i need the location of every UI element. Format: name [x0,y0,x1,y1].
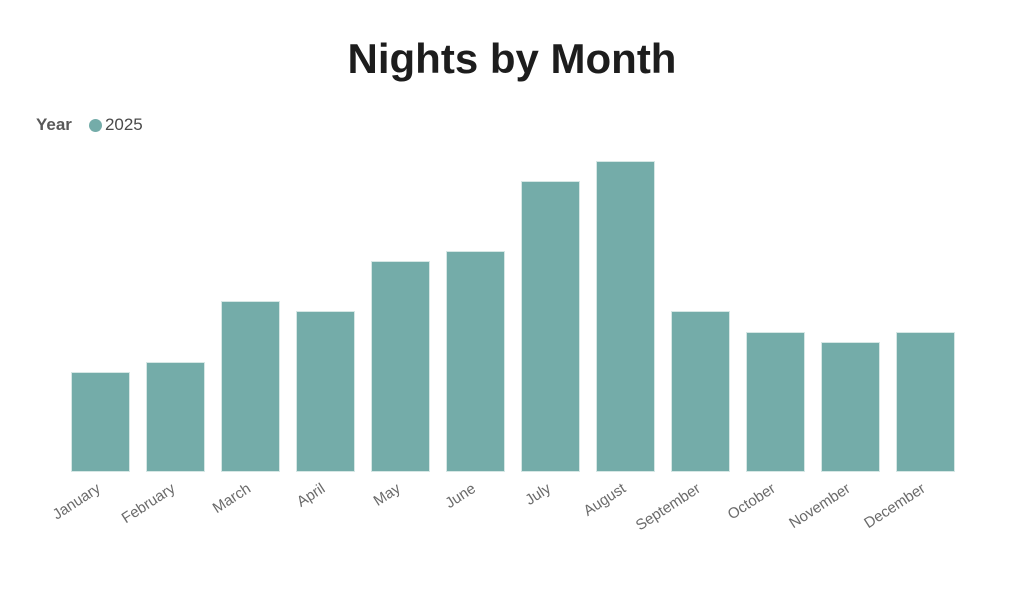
bars-container: January February March April May June July Augu… [50,151,955,534]
legend: Year 2025 [36,114,143,136]
bar-column: April [294,311,355,511]
bar-column: June [442,251,505,512]
bar[interactable] [146,362,205,472]
bar[interactable] [371,261,430,472]
bar[interactable] [746,332,805,472]
legend-item-label: 2025 [104,115,143,134]
bar[interactable] [821,342,880,472]
chart-title: Nights by Month [347,35,677,82]
bar-column: March [210,301,280,517]
x-axis-label: November [786,480,854,532]
bar-column: October [725,332,805,523]
x-axis-label: February [119,480,179,527]
x-axis-label: January [49,480,104,524]
x-axis-label: March [209,480,254,517]
bar-column: May [371,261,430,510]
bar-column: December [861,332,955,532]
bar[interactable] [71,372,130,472]
bar-column: November [786,342,880,532]
bar[interactable] [521,181,580,472]
x-axis-label: May [370,480,404,510]
bar[interactable] [221,301,280,472]
legend-marker-icon [88,118,102,132]
bar[interactable] [896,332,955,472]
legend-item-2025[interactable]: 2025 [88,114,143,136]
x-axis-label: April [294,480,329,511]
x-axis-label: June [442,480,479,512]
plot-area: January February March April May June July Augu… [50,151,955,534]
bar[interactable] [296,311,355,472]
bar-column: January [50,372,130,523]
x-axis-label: December [861,480,929,532]
legend-title: Year [36,115,72,134]
bar[interactable] [596,161,655,472]
bar[interactable] [671,311,730,472]
bar-column: August [580,161,655,520]
x-axis-label: August [580,480,629,520]
x-axis-label: October [724,480,779,524]
bar[interactable] [446,251,505,472]
x-axis-label: July [522,480,554,509]
x-axis-label: September [632,480,704,535]
bar-column: July [521,181,580,509]
bar-column: September [633,311,730,534]
bar-column: February [119,362,205,527]
